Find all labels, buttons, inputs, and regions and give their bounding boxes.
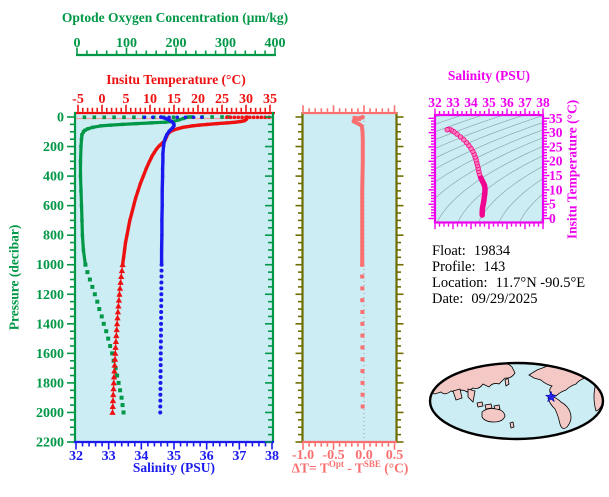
svg-text:200: 200 xyxy=(166,36,187,51)
svg-text:25: 25 xyxy=(549,139,563,154)
svg-text:400: 400 xyxy=(265,36,286,51)
delta_t_profile xyxy=(351,115,365,409)
svg-text:1800: 1800 xyxy=(36,376,64,391)
svg-text:100: 100 xyxy=(116,36,137,51)
svg-text:35: 35 xyxy=(167,449,181,464)
location-label: Location: xyxy=(432,275,488,291)
svg-text:37: 37 xyxy=(518,95,532,110)
salinity-axis-title: Salinity (PSU) xyxy=(132,460,216,475)
float-info-block: Float: 19834 Profile: 143 Location: 11.7°N … xyxy=(432,243,585,307)
svg-text:36: 36 xyxy=(200,449,214,464)
temperature-axis-title: Insitu Temperature (°C) xyxy=(106,72,246,87)
svg-text:2000: 2000 xyxy=(36,406,64,421)
svg-text:35: 35 xyxy=(482,95,496,110)
ts-panel-title: Salinity (PSU) xyxy=(447,68,531,83)
float-position-star xyxy=(544,390,558,403)
float-id-line: Float: 19834 xyxy=(432,243,585,259)
svg-text:200: 200 xyxy=(43,140,64,155)
svg-text:0: 0 xyxy=(74,36,81,51)
delta-t-axis-title: ΔT= TOpt - TSBE (°C) xyxy=(291,459,409,476)
svg-text:1000: 1000 xyxy=(36,258,64,273)
svg-text:0: 0 xyxy=(57,111,64,126)
svg-text:33: 33 xyxy=(102,449,116,464)
svg-text:33: 33 xyxy=(446,95,460,110)
float-id-label: Float: xyxy=(432,243,466,259)
date-line: Date: 09/29/2025 xyxy=(432,291,585,307)
svg-text:2200: 2200 xyxy=(36,435,64,450)
location-line: Location: 11.7°N -90.5°E xyxy=(432,275,585,291)
svg-text:10: 10 xyxy=(143,92,157,107)
oxygen-axis-title: Optode Oxygen Concentration (μm/kg) xyxy=(61,10,289,25)
svg-text:34: 34 xyxy=(134,449,148,464)
svg-text:1200: 1200 xyxy=(36,288,64,303)
svg-text:400: 400 xyxy=(43,170,64,185)
svg-text:15: 15 xyxy=(549,168,563,183)
svg-text:32: 32 xyxy=(428,95,442,110)
svg-text:20: 20 xyxy=(549,154,563,169)
svg-text:0.5: 0.5 xyxy=(386,448,404,463)
pressure-axis-title: Pressure (decibar) xyxy=(6,224,22,331)
main-profile-panel-axes: -5 0 5 10 15 20 25 30 35 0 200 400 600 800 1000 1200 140… xyxy=(36,92,279,464)
svg-text:5: 5 xyxy=(123,92,130,107)
date-label: Date: xyxy=(432,291,464,307)
temperature_profile xyxy=(109,115,271,415)
float-id-value: 19834 xyxy=(473,243,511,259)
svg-text:5: 5 xyxy=(549,197,556,212)
svg-text:300: 300 xyxy=(215,36,236,51)
location-value: 11.7°N -90.5°E xyxy=(495,275,586,291)
svg-text:600: 600 xyxy=(43,199,64,214)
svg-text:15: 15 xyxy=(167,92,181,107)
svg-text:30: 30 xyxy=(549,125,563,140)
svg-text:-0.5: -0.5 xyxy=(322,448,344,463)
svg-text:-1.0: -1.0 xyxy=(292,448,314,463)
svg-text:-5: -5 xyxy=(72,92,84,107)
oxygen-axis: 0 100 200 300 400 xyxy=(74,36,286,57)
ts_curve_upper_dots xyxy=(444,126,483,177)
svg-text:10: 10 xyxy=(549,182,563,197)
svg-text:32: 32 xyxy=(69,449,83,464)
svg-text:30: 30 xyxy=(239,92,253,107)
svg-text:800: 800 xyxy=(43,229,64,244)
svg-text:37: 37 xyxy=(232,449,246,464)
delta-t-panel-axes: -1.0 -0.5 0.0 0.5 xyxy=(292,105,404,463)
svg-text:1400: 1400 xyxy=(36,317,64,332)
svg-text:35: 35 xyxy=(549,111,563,126)
profile-number-line: Profile: 143 xyxy=(432,259,585,275)
svg-text:34: 34 xyxy=(464,95,478,110)
svg-text:36: 36 xyxy=(500,95,514,110)
svg-text:38: 38 xyxy=(536,95,550,110)
ts_curve_deep xyxy=(477,174,488,218)
svg-text:25: 25 xyxy=(215,92,229,107)
profile-number-label: Profile: xyxy=(432,259,476,275)
date-value: 09/29/2025 xyxy=(471,291,538,307)
ts-temperature-axis-title: Insitu Temperature (°C) xyxy=(564,99,580,240)
salinity_profile xyxy=(142,115,204,415)
svg-text:38: 38 xyxy=(265,449,279,464)
svg-text:0: 0 xyxy=(99,92,106,107)
svg-text:35: 35 xyxy=(263,92,277,107)
profile-number-value: 143 xyxy=(483,259,506,275)
svg-text:20: 20 xyxy=(191,92,205,107)
svg-text:1600: 1600 xyxy=(36,347,64,362)
oxygen_profile xyxy=(78,115,230,415)
world-map xyxy=(428,361,605,441)
svg-text:0: 0 xyxy=(549,211,556,226)
svg-text:0.0: 0.0 xyxy=(355,448,373,463)
